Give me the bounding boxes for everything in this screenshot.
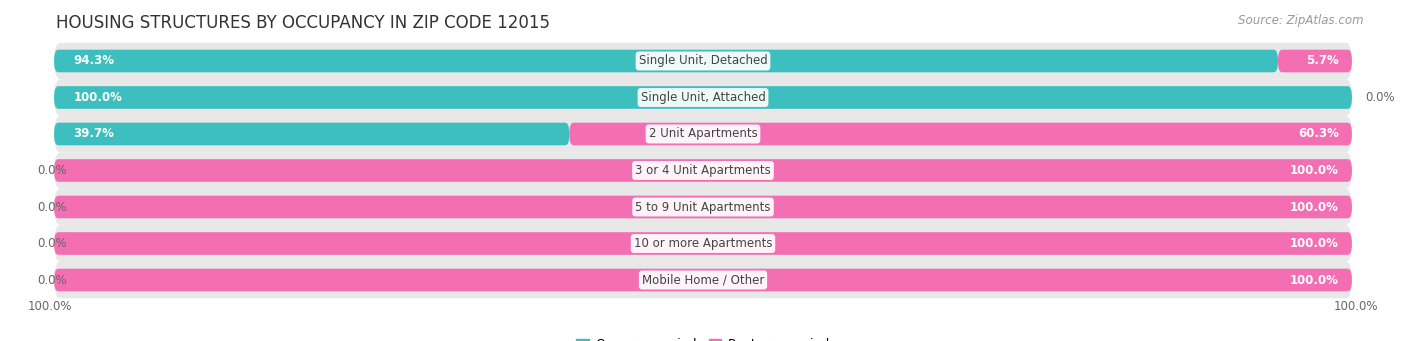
FancyBboxPatch shape — [53, 262, 1353, 298]
FancyBboxPatch shape — [53, 159, 1353, 182]
Text: 100.0%: 100.0% — [28, 300, 73, 313]
Text: 2 Unit Apartments: 2 Unit Apartments — [648, 128, 758, 140]
Text: Single Unit, Detached: Single Unit, Detached — [638, 55, 768, 68]
Text: 100.0%: 100.0% — [1333, 300, 1378, 313]
Text: Single Unit, Attached: Single Unit, Attached — [641, 91, 765, 104]
FancyBboxPatch shape — [53, 79, 1353, 116]
Text: 100.0%: 100.0% — [1291, 273, 1339, 286]
Legend: Owner-occupied, Renter-occupied: Owner-occupied, Renter-occupied — [576, 338, 830, 341]
Text: 10 or more Apartments: 10 or more Apartments — [634, 237, 772, 250]
Text: Source: ZipAtlas.com: Source: ZipAtlas.com — [1239, 14, 1364, 27]
Text: Mobile Home / Other: Mobile Home / Other — [641, 273, 765, 286]
Text: 3 or 4 Unit Apartments: 3 or 4 Unit Apartments — [636, 164, 770, 177]
Text: 100.0%: 100.0% — [1291, 164, 1339, 177]
FancyBboxPatch shape — [53, 152, 1353, 189]
Text: 100.0%: 100.0% — [1291, 201, 1339, 213]
Text: 100.0%: 100.0% — [73, 91, 122, 104]
FancyBboxPatch shape — [53, 196, 1353, 218]
Text: 60.3%: 60.3% — [1298, 128, 1339, 140]
FancyBboxPatch shape — [53, 50, 1278, 72]
Text: 0.0%: 0.0% — [1365, 91, 1395, 104]
FancyBboxPatch shape — [569, 123, 1353, 145]
FancyBboxPatch shape — [53, 86, 1353, 109]
FancyBboxPatch shape — [53, 269, 1353, 291]
FancyBboxPatch shape — [53, 123, 569, 145]
FancyBboxPatch shape — [53, 116, 1353, 152]
Text: 94.3%: 94.3% — [73, 55, 114, 68]
FancyBboxPatch shape — [53, 232, 1353, 255]
Text: HOUSING STRUCTURES BY OCCUPANCY IN ZIP CODE 12015: HOUSING STRUCTURES BY OCCUPANCY IN ZIP C… — [56, 14, 550, 32]
Text: 100.0%: 100.0% — [1291, 237, 1339, 250]
Text: 39.7%: 39.7% — [73, 128, 114, 140]
Text: 5.7%: 5.7% — [1306, 55, 1339, 68]
FancyBboxPatch shape — [53, 43, 1353, 79]
Text: 0.0%: 0.0% — [38, 164, 67, 177]
Text: 5 to 9 Unit Apartments: 5 to 9 Unit Apartments — [636, 201, 770, 213]
FancyBboxPatch shape — [1278, 50, 1353, 72]
FancyBboxPatch shape — [53, 225, 1353, 262]
Text: 0.0%: 0.0% — [38, 201, 67, 213]
Text: 0.0%: 0.0% — [38, 273, 67, 286]
FancyBboxPatch shape — [53, 189, 1353, 225]
Text: 0.0%: 0.0% — [38, 237, 67, 250]
